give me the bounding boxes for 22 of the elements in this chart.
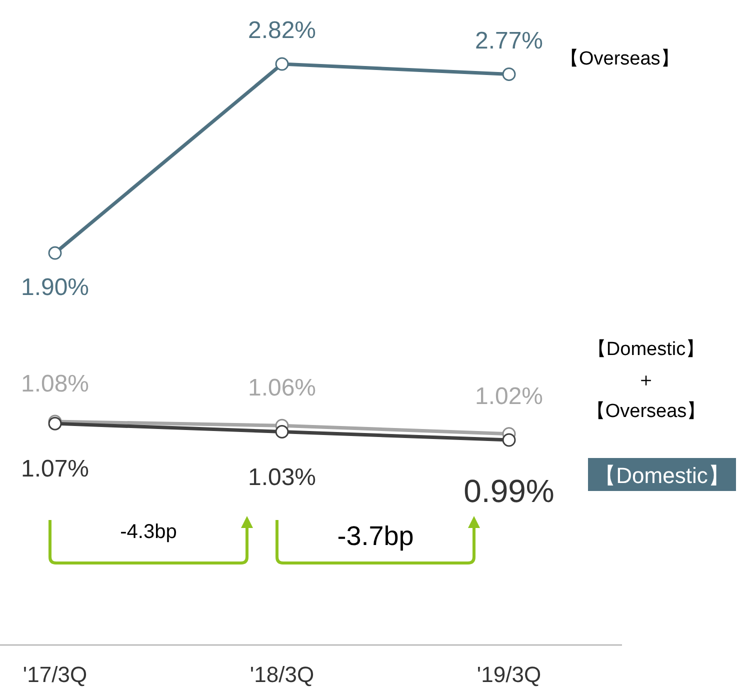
- data-label: 1.08%: [20, 370, 90, 398]
- text: 【Domestic】＋【Overseas】: [586, 339, 706, 422]
- point: [275, 425, 289, 439]
- point: [48, 246, 62, 260]
- point: [502, 433, 516, 447]
- data-label: 1.03%: [248, 464, 316, 491]
- data-label: 2.82%: [248, 17, 316, 44]
- point: [502, 68, 516, 82]
- data-label: 1.06%: [248, 374, 316, 402]
- text: 【Overseas】: [560, 48, 680, 70]
- data-label: 0.99%: [464, 473, 554, 509]
- text: -3.7bp: [337, 521, 414, 551]
- text: -4.3bp: [120, 521, 177, 543]
- x-tick-label: '17/3Q: [22, 662, 88, 687]
- data-label: 2.77%: [474, 27, 544, 54]
- data-label: 1.02%: [474, 382, 544, 410]
- text: 【Domestic】: [594, 463, 730, 488]
- point: [275, 57, 289, 71]
- x-tick-label: '18/3Q: [250, 662, 314, 687]
- data-label: 1.90%: [20, 274, 90, 302]
- data-label: 1.07%: [20, 456, 90, 483]
- x-tick-label: '19/3Q: [476, 662, 542, 687]
